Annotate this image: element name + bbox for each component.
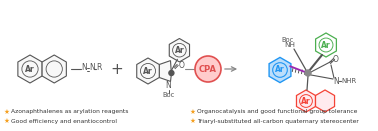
Polygon shape: [316, 90, 335, 112]
Text: ★: ★: [4, 118, 10, 124]
Polygon shape: [316, 33, 336, 57]
Circle shape: [305, 70, 311, 76]
Text: ★: ★: [4, 109, 10, 115]
Text: Ar: Ar: [301, 97, 311, 105]
Polygon shape: [296, 90, 316, 112]
Text: NHR: NHR: [341, 78, 356, 84]
Text: N: N: [333, 77, 339, 86]
Polygon shape: [137, 58, 159, 84]
Text: Good efficiency and enantiocontrol: Good efficiency and enantiocontrol: [11, 119, 117, 124]
Text: ★: ★: [190, 109, 196, 115]
Text: Organocatalysis and good functional group tolerance: Organocatalysis and good functional grou…: [197, 110, 357, 114]
Text: Ar: Ar: [143, 67, 153, 75]
Text: Ar: Ar: [25, 64, 35, 73]
Text: O: O: [179, 61, 184, 70]
Text: Azonaphthalenes as arylation reagents: Azonaphthalenes as arylation reagents: [11, 110, 129, 114]
Text: Triaryl-substituted all-carbon quaternary stereocenter: Triaryl-substituted all-carbon quaternar…: [197, 119, 359, 124]
Circle shape: [195, 56, 221, 82]
Polygon shape: [169, 39, 189, 62]
Polygon shape: [42, 55, 67, 83]
Text: R: R: [96, 64, 102, 72]
Polygon shape: [18, 55, 42, 83]
Text: CPA: CPA: [199, 64, 217, 73]
Polygon shape: [159, 61, 171, 81]
Text: Ar: Ar: [275, 66, 285, 75]
Circle shape: [169, 70, 174, 75]
Text: N: N: [166, 81, 171, 91]
Text: +: +: [111, 61, 123, 77]
Text: Ar: Ar: [175, 46, 184, 55]
Polygon shape: [269, 57, 291, 83]
Text: Ar: Ar: [321, 40, 331, 50]
Text: ★: ★: [190, 118, 196, 124]
Text: Boc: Boc: [163, 92, 175, 98]
Text: NH: NH: [285, 42, 296, 48]
Text: N: N: [81, 64, 87, 72]
Text: O: O: [333, 56, 339, 64]
Text: Boc: Boc: [281, 37, 293, 43]
Text: N: N: [89, 64, 95, 72]
